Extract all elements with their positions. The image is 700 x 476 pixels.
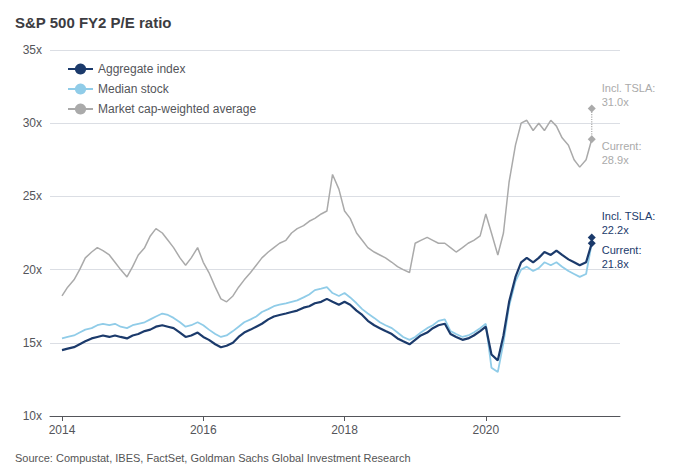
svg-text:30x: 30x	[23, 116, 42, 130]
svg-text:21.8x: 21.8x	[602, 258, 629, 270]
svg-text:20x: 20x	[23, 263, 42, 277]
svg-text:2020: 2020	[472, 423, 499, 437]
svg-text:25x: 25x	[23, 189, 42, 203]
svg-text:Market cap-weighted average: Market cap-weighted average	[98, 102, 256, 116]
svg-text:Incl. TSLA:: Incl. TSLA:	[602, 82, 656, 94]
svg-text:Median stock: Median stock	[98, 82, 170, 96]
svg-text:Incl. TSLA:: Incl. TSLA:	[602, 210, 656, 222]
svg-text:Current:: Current:	[602, 244, 642, 256]
svg-text:15x: 15x	[23, 336, 42, 350]
svg-text:Source: Compustat, IBES, FactS: Source: Compustat, IBES, FactSet, Goldma…	[15, 452, 411, 464]
svg-text:35x: 35x	[23, 43, 42, 57]
svg-text:2018: 2018	[331, 423, 358, 437]
svg-text:10x: 10x	[23, 409, 42, 423]
svg-text:28.9x: 28.9x	[602, 154, 629, 166]
svg-text:2014: 2014	[49, 423, 76, 437]
svg-text:31.0x: 31.0x	[602, 96, 629, 108]
svg-text:Current:: Current:	[602, 140, 642, 152]
svg-text:22.2x: 22.2x	[602, 224, 629, 236]
svg-text:Aggregate index: Aggregate index	[98, 62, 185, 76]
svg-text:S&P 500 FY2 P/E ratio: S&P 500 FY2 P/E ratio	[15, 14, 171, 31]
svg-text:2016: 2016	[190, 423, 217, 437]
